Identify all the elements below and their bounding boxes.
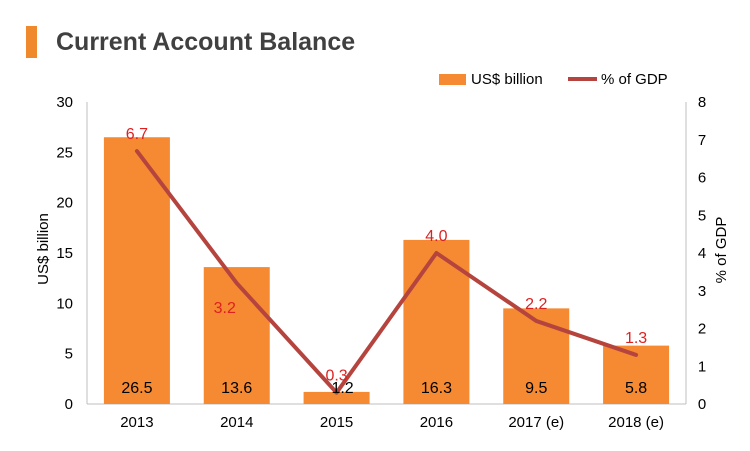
y-axis-title: US$ billion [35, 213, 52, 285]
x-tick-label: 2016 [420, 414, 453, 431]
bar [303, 391, 370, 404]
legend-swatch-bar [439, 74, 466, 85]
y2-tick-label: 8 [698, 94, 706, 111]
line-series [134, 149, 639, 395]
x-tick-label: 2013 [120, 414, 153, 431]
x-tick-label: 2015 [320, 414, 353, 431]
bar-value-label: 5.8 [625, 380, 647, 397]
y-tick-label: 25 [56, 144, 73, 161]
y2-tick-label: 6 [698, 170, 706, 187]
bar-value-label: 13.6 [221, 380, 252, 397]
legend: US$ billion % of GDP [439, 71, 668, 88]
y-tick-label: 5 [65, 346, 73, 363]
legend-label-bar: US$ billion [471, 71, 543, 88]
y-tick-label: 10 [56, 295, 73, 312]
gdp-value-label: 2.2 [525, 296, 547, 313]
data-labels: 26.5 13.6 1.2 16.3 9.5 5.8 6.7 3.2 0.3 4.0 2.2 1.3 [121, 126, 647, 397]
gdp-value-label: 6.7 [126, 126, 148, 143]
y2-tick-label: 2 [698, 321, 706, 338]
bar-value-label: 16.3 [421, 380, 452, 397]
y-tick-label: 0 [65, 396, 73, 413]
y-tick-label: 15 [56, 245, 73, 262]
y2-tick-label: 1 [698, 358, 706, 375]
y2-tick-label: 4 [698, 245, 706, 262]
y-tick-label: 30 [56, 94, 73, 111]
gdp-value-label: 0.3 [325, 368, 347, 385]
y2-tick-label: 3 [698, 283, 706, 300]
bar-value-label: 26.5 [121, 380, 152, 397]
bar-value-label: 9.5 [525, 380, 547, 397]
y2-tick-label: 7 [698, 132, 706, 149]
y2-tick-label: 0 [698, 396, 706, 413]
y2-tick-label: 5 [698, 207, 706, 224]
page-title: Current Account Balance [56, 28, 356, 56]
bar [203, 267, 270, 404]
gdp-line [134, 149, 639, 395]
bar-value-label: 1.2 [331, 380, 353, 397]
legend-label-line: % of GDP [601, 71, 668, 88]
gdp-value-label: 1.3 [625, 330, 647, 347]
bar [103, 137, 170, 404]
bar [503, 308, 570, 404]
title-accent-bar [26, 26, 37, 58]
x-tick-label: 2017 (e) [508, 414, 564, 431]
gdp-value-label: 4.0 [425, 228, 447, 245]
x-tick-label: 2014 [220, 414, 253, 431]
y-tick-label: 20 [56, 195, 73, 212]
gdp-value-label: 3.2 [214, 300, 236, 317]
axes: 0 5 10 15 20 25 30 0 1 2 3 4 5 6 7 8 2013 2014 2015 2016 201… [35, 94, 730, 431]
y2-axis-title: % of GDP [713, 217, 730, 284]
x-tick-label: 2018 (e) [608, 414, 664, 431]
bars [103, 137, 670, 404]
